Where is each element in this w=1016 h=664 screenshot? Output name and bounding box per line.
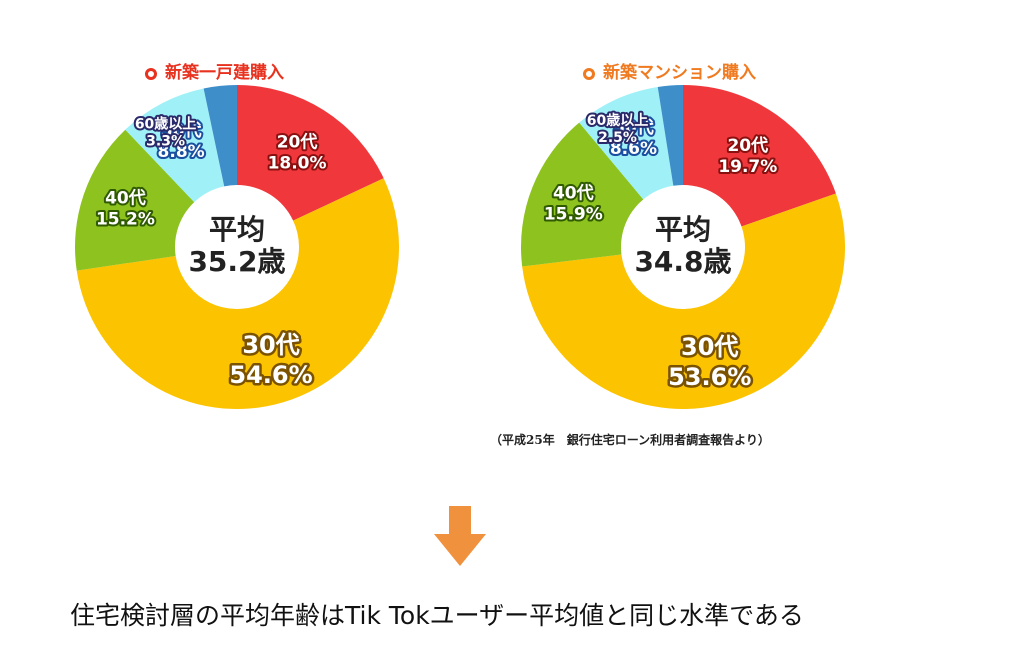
slice-20s (683, 85, 836, 227)
slice-label-40s: 40代 (553, 183, 594, 204)
slice-20s (237, 85, 384, 221)
slice-40s (521, 122, 644, 267)
conclusion-text: 住宅検討層の平均年齢はTik Tokユーザー平均値と同じ水準である (70, 601, 804, 630)
slice-value-50s: 8.8% (158, 142, 205, 162)
center-average-value: 34.8歳 (634, 245, 731, 278)
slice-60plus (657, 85, 683, 186)
chart-title-text: 新築マンション購入 (603, 63, 756, 83)
slice-value-20s: 18.0% (268, 154, 327, 174)
center-label: 平均 (209, 213, 265, 246)
slice-label-40s: 40代 (105, 188, 146, 209)
slice-label-30s: 30代 (242, 331, 299, 359)
chart-title-condominium: 新築マンション購入 (583, 58, 756, 83)
slice-40s (75, 129, 195, 271)
chart-title-text: 新築一戸建購入 (165, 63, 284, 83)
slice-30s (76, 178, 399, 409)
center-label: 平均 (655, 213, 711, 246)
slice-value-40s: 15.2% (96, 210, 155, 230)
slice-label-20s: 20代 (277, 132, 318, 153)
slice-value-60plus: 3.3% (146, 134, 185, 150)
slice-value-50s: 8.6% (610, 139, 657, 159)
slice-label-50s: 50代 (161, 120, 202, 141)
center-average-value: 35.2歳 (188, 245, 285, 278)
slice-30s (522, 193, 845, 409)
slice-label-50s: 50代 (613, 117, 654, 138)
slice-50s (125, 88, 225, 203)
slice-label-30s: 30代 (681, 333, 738, 361)
slice-value-40s: 15.9% (544, 205, 603, 225)
source-note: （平成25年 銀行住宅ローン利用者調査報告より） (490, 433, 770, 447)
slice-value-30s: 54.6% (229, 361, 312, 389)
slice-label-20s: 20代 (727, 135, 768, 156)
slice-label-60plus: 60歳以上 (135, 116, 196, 133)
slice-60plus (203, 85, 237, 187)
down-arrow-icon (434, 506, 486, 568)
slice-50s (579, 86, 674, 200)
slice-value-30s: 53.6% (668, 363, 751, 391)
slice-label-60plus: 60歳以上 (587, 112, 648, 129)
circle-icon (145, 68, 157, 80)
chart-title-detached-house: 新築一戸建購入 (145, 58, 284, 83)
slice-value-20s: 19.7% (718, 157, 777, 177)
circle-icon (583, 68, 595, 80)
slice-value-60plus: 2.5% (598, 130, 637, 146)
